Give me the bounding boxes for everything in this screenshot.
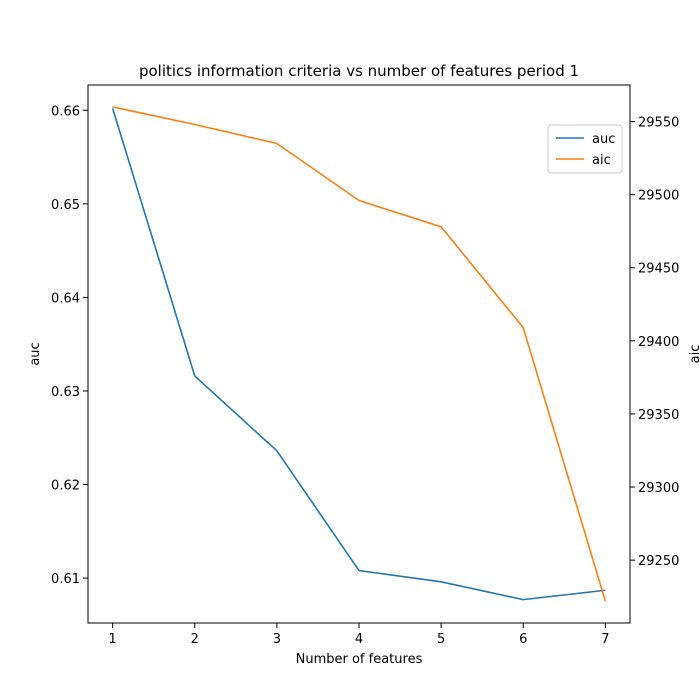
y2-tick-label: 29400 — [638, 335, 679, 350]
x-tick-label: 2 — [191, 632, 199, 647]
chart-title: politics information criteria vs number … — [139, 62, 579, 80]
plot-area — [111, 106, 607, 602]
x-tick-label: 6 — [519, 632, 527, 647]
y2-tick-label: 29300 — [638, 481, 679, 496]
legend-label-auc: auc — [592, 132, 615, 147]
y-tick-label: 0.66 — [51, 104, 80, 119]
y2-tick-label: 29550 — [638, 116, 679, 131]
legend-box — [547, 124, 623, 174]
y2-axis-label: aic — [688, 345, 700, 364]
y2-tick-label: 29350 — [638, 408, 679, 423]
y2-tick-label: 29250 — [638, 554, 679, 569]
y-tick-label: 0.63 — [51, 385, 80, 400]
x-axis: 1 2 3 4 5 6 7 — [108, 623, 610, 647]
y-tick-label: 0.64 — [51, 291, 80, 306]
x-tick-label: 4 — [355, 632, 363, 647]
x-tick-label: 5 — [437, 632, 445, 647]
y-axis-left: 0.61 0.62 0.63 0.64 0.65 0.66 — [51, 104, 88, 587]
y2-tick-label: 29450 — [638, 262, 679, 277]
x-tick-label: 1 — [108, 632, 116, 647]
x-tick-label: 3 — [273, 632, 281, 647]
y-axis-right: 29250 29300 29350 29400 29450 29500 29550 — [630, 116, 679, 569]
x-tick-label: 7 — [601, 632, 609, 647]
x-axis-label: Number of features — [296, 652, 423, 667]
legend: auc aic — [547, 124, 623, 174]
y-tick-label: 0.61 — [51, 572, 80, 587]
series-line-auc — [111, 108, 606, 601]
series-line-aic — [112, 106, 607, 602]
y-tick-label: 0.62 — [51, 479, 80, 494]
y-tick-label: 0.65 — [51, 198, 80, 213]
y-axis-label: auc — [28, 342, 43, 365]
y2-tick-label: 29500 — [638, 189, 679, 204]
legend-label-aic: aic — [592, 153, 611, 168]
